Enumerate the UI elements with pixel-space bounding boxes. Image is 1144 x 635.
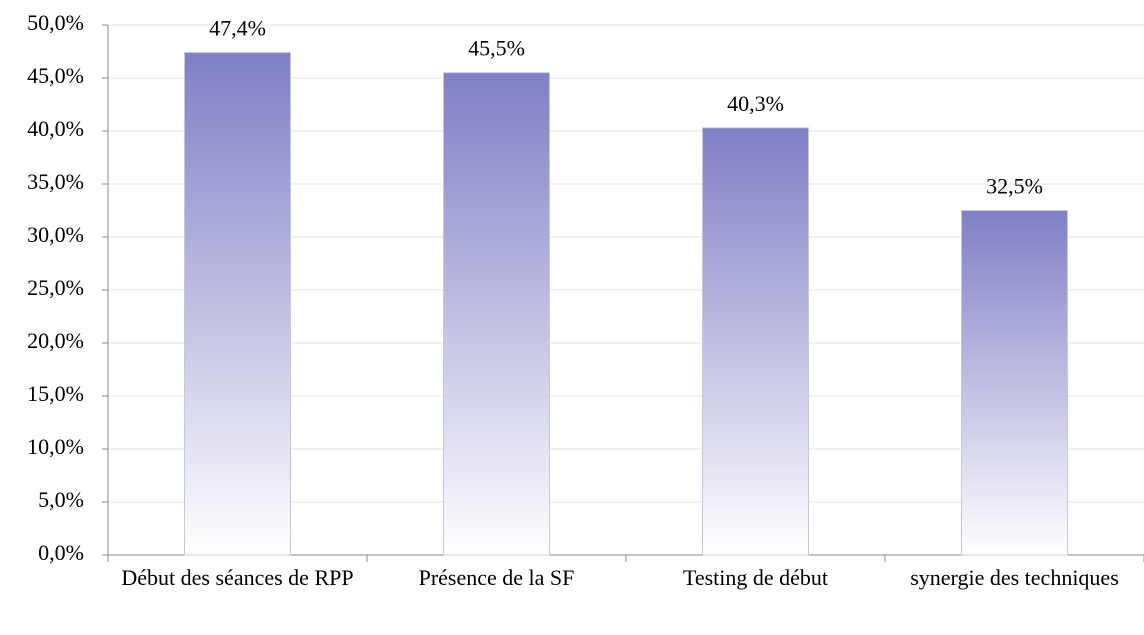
value-label: 47,4% (209, 16, 266, 41)
y-tick-label: 35,0% (27, 169, 84, 194)
y-tick-label: 20,0% (27, 328, 84, 353)
x-tick-label: synergie des techniques (910, 565, 1119, 590)
y-tick-label: 5,0% (38, 487, 84, 512)
value-label: 32,5% (986, 174, 1043, 199)
value-label: 40,3% (727, 91, 784, 116)
y-tick-label: 25,0% (27, 275, 84, 300)
y-tick-label: 15,0% (27, 381, 84, 406)
value-label: 45,5% (468, 36, 525, 61)
bar (702, 127, 809, 556)
y-tick-label: 45,0% (27, 63, 84, 88)
y-tick-label: 50,0% (27, 10, 84, 35)
y-tick-label: 40,0% (27, 116, 84, 141)
y-tick-label: 10,0% (27, 434, 84, 459)
y-tick-label: 30,0% (27, 222, 84, 247)
x-tick-label: Début des séances de RPP (121, 565, 354, 590)
bar (443, 72, 550, 556)
x-tick-label: Présence de la SF (418, 565, 575, 590)
x-tick-label: Testing de début (682, 565, 829, 590)
bar (184, 52, 291, 556)
y-tick-label: 0,0% (38, 540, 84, 565)
bar (961, 210, 1068, 556)
